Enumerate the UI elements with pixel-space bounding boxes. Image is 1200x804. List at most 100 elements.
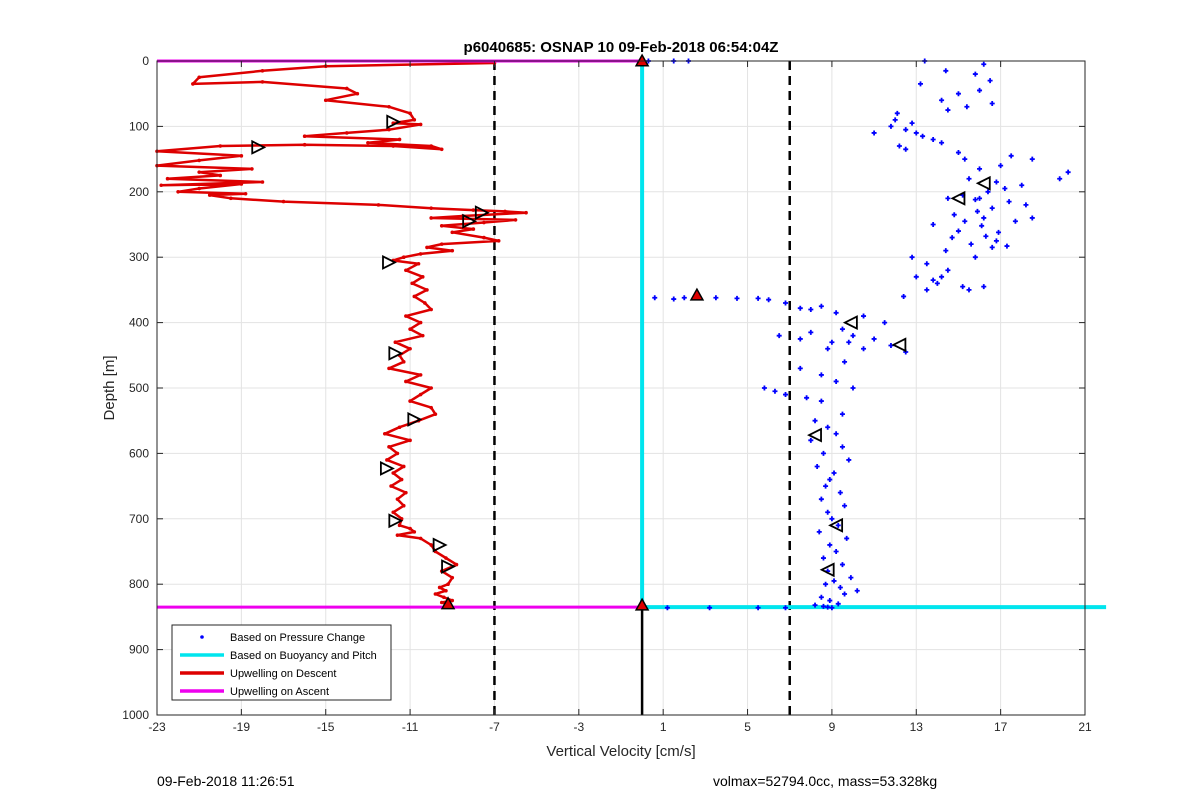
descent-point — [471, 208, 476, 212]
pressure-change-point — [707, 605, 713, 611]
pressure-change-point — [783, 392, 789, 398]
pressure-change-point — [839, 326, 845, 332]
pressure-change-point — [920, 133, 926, 139]
pressure-change-point — [968, 241, 974, 247]
pressure-change-point — [797, 365, 803, 371]
pressure-change-point — [989, 205, 995, 211]
descent-point — [401, 464, 406, 469]
chart-title: p6040685: OSNAP 10 09-Feb-2018 06:54:04Z — [464, 39, 779, 56]
pressure-change-point — [827, 542, 833, 548]
ascent-triangle-marker — [807, 427, 822, 443]
pressure-change-point — [831, 470, 837, 476]
pressure-change-point — [1008, 153, 1014, 159]
descent-point — [260, 69, 265, 73]
pressure-change-point — [939, 140, 945, 146]
y-tick-label: 600 — [129, 446, 149, 460]
y-tick-label: 200 — [129, 185, 149, 199]
descent-point — [387, 366, 391, 371]
pressure-change-point — [945, 195, 951, 201]
descent-point — [401, 503, 406, 508]
pressure-change-point — [945, 267, 951, 273]
pressure-change-point — [943, 68, 949, 74]
pressure-change-point — [888, 123, 894, 129]
ascent-triangle-marker — [828, 517, 844, 533]
descent-point — [496, 239, 501, 243]
pressure-change-point — [825, 604, 831, 610]
pressure-change-point — [1006, 199, 1012, 205]
turn-triangle-marker — [440, 596, 456, 610]
x-tick-label: 21 — [1078, 720, 1092, 734]
pressure-change-point — [930, 222, 936, 227]
descent-point — [471, 227, 476, 231]
pressure-change-point — [827, 598, 833, 604]
pressure-change-point — [989, 101, 995, 107]
descent-point — [450, 230, 455, 235]
pressure-change-point — [993, 238, 999, 244]
descent-point — [442, 595, 446, 600]
descent-point — [425, 245, 429, 250]
descent-point — [391, 510, 396, 515]
descent-point — [176, 190, 180, 194]
pressure-change-point — [903, 146, 909, 152]
descent-point — [395, 451, 400, 456]
descent-point — [382, 431, 387, 436]
pressure-change-point — [979, 223, 985, 229]
descent-point — [389, 484, 393, 488]
ascent-triangle-marker — [950, 190, 966, 206]
descent-point — [408, 346, 412, 351]
descent-point — [446, 582, 450, 586]
legend: Based on Pressure Change Based on Buoyanc… — [171, 624, 392, 701]
descent-point — [197, 170, 201, 174]
x-tick-label: -7 — [489, 720, 500, 734]
pressure-change-point — [671, 296, 677, 302]
pressure-change-point — [892, 117, 898, 123]
pressure-change-point — [1004, 243, 1010, 249]
pressure-change-point — [861, 313, 867, 319]
pressure-change-point — [816, 529, 822, 535]
pressure-change-point — [766, 297, 772, 303]
y-tick-label: 0 — [142, 54, 149, 68]
descent-point — [243, 191, 248, 196]
descent-point — [218, 144, 223, 148]
y-tick-label: 800 — [129, 577, 149, 591]
descent-point — [239, 182, 244, 186]
descent-triangle-marker — [474, 205, 490, 221]
pressure-change-point — [1019, 182, 1025, 188]
descent-point — [444, 556, 448, 560]
ascent-triangle-marker — [842, 315, 858, 331]
descent-point — [418, 373, 423, 377]
descent-point — [439, 242, 444, 246]
descent-point — [420, 333, 425, 338]
descent-point — [408, 438, 412, 443]
descent-point — [391, 471, 396, 475]
descent-triangle-marker — [379, 460, 395, 476]
pressure-change-point — [825, 424, 831, 430]
pressure-change-point — [839, 411, 845, 417]
pressure-change-point — [833, 378, 839, 384]
descent-point — [404, 379, 408, 384]
descent-point — [387, 445, 391, 449]
descent-point — [429, 405, 433, 410]
descent-point — [450, 575, 455, 580]
descent-point — [454, 562, 459, 567]
pressure-change-point — [1057, 176, 1063, 182]
pressure-change-point — [761, 385, 767, 391]
pressure-change-point — [755, 295, 761, 301]
pressure-change-point — [989, 244, 995, 250]
descent-point — [450, 598, 455, 603]
pressure-change-point — [977, 195, 983, 201]
pressure-change-point — [808, 307, 814, 313]
pressure-change-point — [888, 342, 894, 348]
pressure-change-point — [820, 450, 826, 456]
descent-point — [412, 530, 417, 534]
pressure-change-point — [1065, 169, 1071, 175]
pressure-change-point — [903, 127, 909, 133]
descent-point — [397, 523, 402, 528]
pressure-change-point — [812, 602, 818, 608]
descent-triangle-marker — [382, 254, 398, 270]
y-tick-label: 400 — [129, 316, 149, 330]
descent-point — [408, 111, 412, 116]
pressure-change-point — [951, 212, 957, 218]
descent-point — [302, 142, 307, 147]
pressure-change-point — [837, 584, 843, 590]
